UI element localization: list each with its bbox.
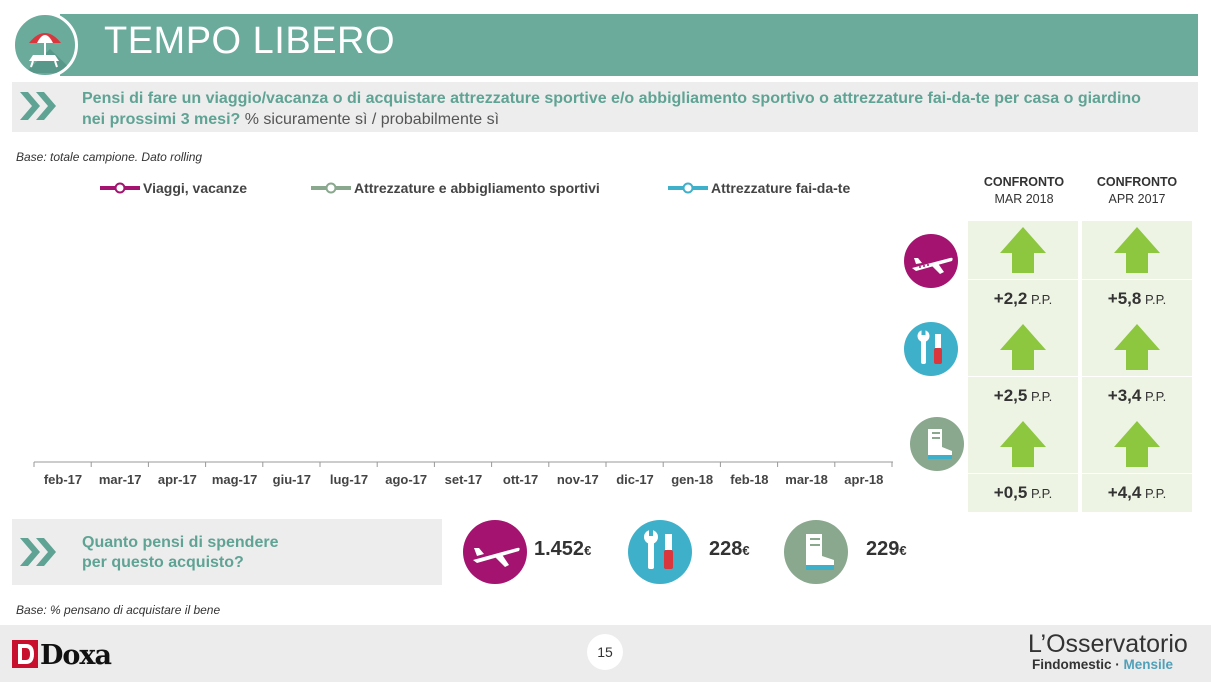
x-tick-label: set-17 <box>445 472 483 487</box>
x-tick-label: apr-18 <box>844 472 883 487</box>
compare-arrow-cell <box>968 318 1078 376</box>
x-tick-label: gen-18 <box>671 472 713 487</box>
tools-icon <box>904 322 958 376</box>
spend-value-faidate: 228€ <box>709 538 750 560</box>
question-normal: % sicuramente sì / probabilmente sì <box>244 111 500 128</box>
doxa-logo-icon <box>12 640 38 668</box>
up-arrow-icon <box>1114 227 1160 273</box>
x-tick-label: ott-17 <box>503 472 538 487</box>
compare-value-mar2018-row2: +0,5 P.P. <box>968 474 1078 512</box>
spend-value-viaggi: 1.452€ <box>534 538 592 560</box>
boot-icon <box>784 520 848 584</box>
legend-label-sport: Attrezzature e abbigliamento sportivi <box>354 180 600 196</box>
observatory-sub-mensile: Mensile <box>1123 657 1174 672</box>
up-arrow-icon <box>1114 421 1160 467</box>
up-arrow-icon <box>1000 421 1046 467</box>
compare-arrow-cell <box>1082 318 1192 376</box>
observatory-subtitle: Findomestic · Mensile <box>1032 657 1173 672</box>
beach-umbrella-icon <box>12 12 78 78</box>
x-tick-label: mar-18 <box>785 472 828 487</box>
spend-question: Quanto pensi di spendere per questo acqu… <box>82 533 278 573</box>
x-tick-label: mag-17 <box>212 472 258 487</box>
double-chevron-icon <box>20 538 56 566</box>
title-bar <box>60 14 1198 76</box>
x-tick-label: nov-17 <box>557 472 599 487</box>
up-arrow-icon <box>1000 324 1046 370</box>
airplane-icon <box>463 520 527 584</box>
x-tick-label: dic-17 <box>616 472 654 487</box>
compare-value-apr2017-row0: +5,8 P.P. <box>1082 280 1192 318</box>
base-note-bottom: Base: % pensano di acquistare il bene <box>16 603 221 617</box>
compare-header-apr2017: CONFRONTO APR 2017 <box>1081 174 1193 208</box>
legend-item-sport: Attrezzature e abbigliamento sportivi <box>311 180 600 196</box>
up-arrow-icon <box>1114 324 1160 370</box>
spend-question-line1: Quanto pensi di spendere <box>82 534 279 551</box>
x-tick-label: feb-18 <box>730 472 768 487</box>
compare-header-apr2017-sub: APR 2017 <box>1108 192 1166 206</box>
legend-item-viaggi: Viaggi, vacanze <box>100 180 247 196</box>
compare-arrow-cell <box>1082 415 1192 473</box>
question-band <box>12 82 1198 132</box>
tools-icon <box>628 520 692 584</box>
double-chevron-icon <box>20 92 56 120</box>
spend-question-line2: per questo acquisto? <box>82 554 244 571</box>
x-tick-label: feb-17 <box>44 472 82 487</box>
compare-value-mar2018-row0: +2,2 P.P. <box>968 280 1078 318</box>
spend-question-band <box>12 519 442 585</box>
legend-item-faidate: Attrezzature fai-da-te <box>668 180 850 196</box>
compare-arrow-cell <box>1082 221 1192 279</box>
x-tick-label: ago-17 <box>385 472 427 487</box>
question-bold: Pensi di fare un viaggio/vacanza o di ac… <box>82 90 1141 128</box>
legend-label-faidate: Attrezzature fai-da-te <box>711 180 851 196</box>
legend-label-viaggi: Viaggi, vacanze <box>143 180 248 196</box>
x-tick-label: mar-17 <box>99 472 142 487</box>
observatory-sub-findomestic: Findomestic · <box>1032 657 1124 672</box>
base-note-top: Base: totale campione. Dato rolling <box>16 150 203 164</box>
x-tick-label: lug-17 <box>330 472 368 487</box>
doxa-logo-text: Doxa <box>40 640 112 671</box>
page-number: 15 <box>587 634 623 670</box>
compare-header-mar2018: CONFRONTO MAR 2018 <box>968 174 1080 208</box>
observatory-title: L’Osservatorio <box>1028 630 1188 658</box>
compare-value-mar2018-row1: +2,5 P.P. <box>968 377 1078 415</box>
line-chart: feb-17 mar-17 apr-17 mag-17 giu-17 lug-17 ago-… <box>33 461 893 487</box>
x-tick-label: giu-17 <box>273 472 311 487</box>
question-text: Pensi di fare un viaggio/vacanza o di ac… <box>82 88 1162 130</box>
compare-header-mar2018-sub: MAR 2018 <box>994 192 1054 206</box>
boot-icon <box>910 417 964 471</box>
x-tick-label: apr-17 <box>158 472 197 487</box>
compare-arrow-cell <box>968 415 1078 473</box>
page-title: TEMPO LIBERO <box>104 20 396 62</box>
compare-header-mar2018-bold: CONFRONTO <box>983 175 1065 189</box>
compare-value-apr2017-row1: +3,4 P.P. <box>1082 377 1192 415</box>
up-arrow-icon <box>1000 227 1046 273</box>
compare-header-apr2017-bold: CONFRONTO <box>1096 175 1178 189</box>
airplane-icon <box>904 234 958 288</box>
compare-value-apr2017-row2: +4,4 P.P. <box>1082 474 1192 512</box>
compare-arrow-cell <box>968 221 1078 279</box>
spend-value-sport: 229€ <box>866 538 907 560</box>
